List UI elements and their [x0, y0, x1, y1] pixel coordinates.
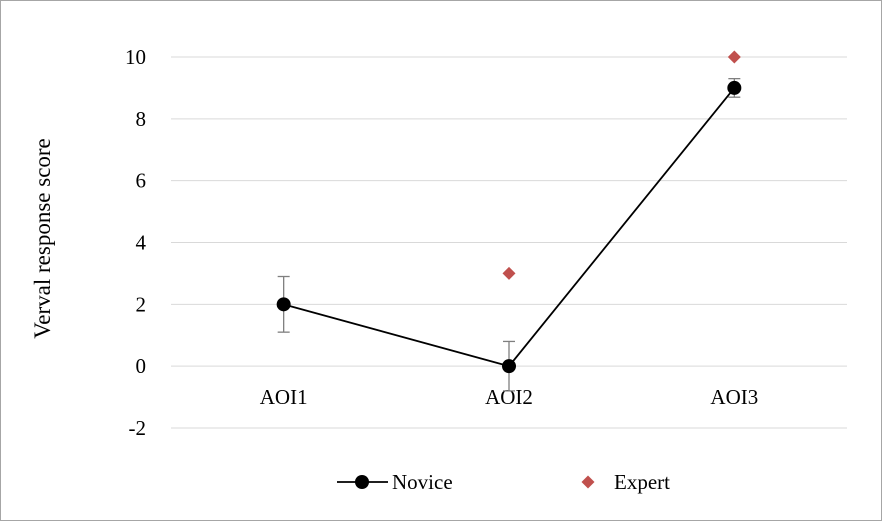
legend-novice-marker — [355, 475, 369, 489]
y-tick-label: 10 — [125, 45, 146, 69]
legend-expert-marker — [581, 475, 595, 489]
novice-series-line — [283, 87, 736, 368]
novice-point — [502, 359, 516, 374]
y-tick-label: 0 — [136, 354, 147, 378]
legend-expert-label: Expert — [614, 470, 670, 494]
x-category-labels: AOI1 AOI2 AOI3 — [260, 385, 758, 409]
y-axis-title: Verval response score — [30, 138, 55, 339]
x-category-label: AOI1 — [260, 385, 308, 409]
error-bars — [277, 77, 741, 392]
y-tick-label: 4 — [136, 231, 147, 255]
series-marks — [276, 50, 742, 374]
y-tick-label: 2 — [136, 292, 147, 316]
x-category-label: AOI3 — [710, 385, 758, 409]
expert-point — [502, 266, 516, 280]
y-tick-label: 8 — [136, 107, 147, 131]
novice-point — [727, 80, 742, 95]
expert-point — [727, 50, 741, 64]
y-tick-label: 6 — [136, 169, 147, 193]
legend: Novice Expert — [337, 470, 670, 494]
novice-point — [276, 297, 291, 312]
y-tick-labels: -2 0 2 4 6 8 10 — [125, 45, 147, 440]
legend-novice-label: Novice — [392, 470, 453, 494]
y-tick-label: -2 — [129, 416, 147, 440]
